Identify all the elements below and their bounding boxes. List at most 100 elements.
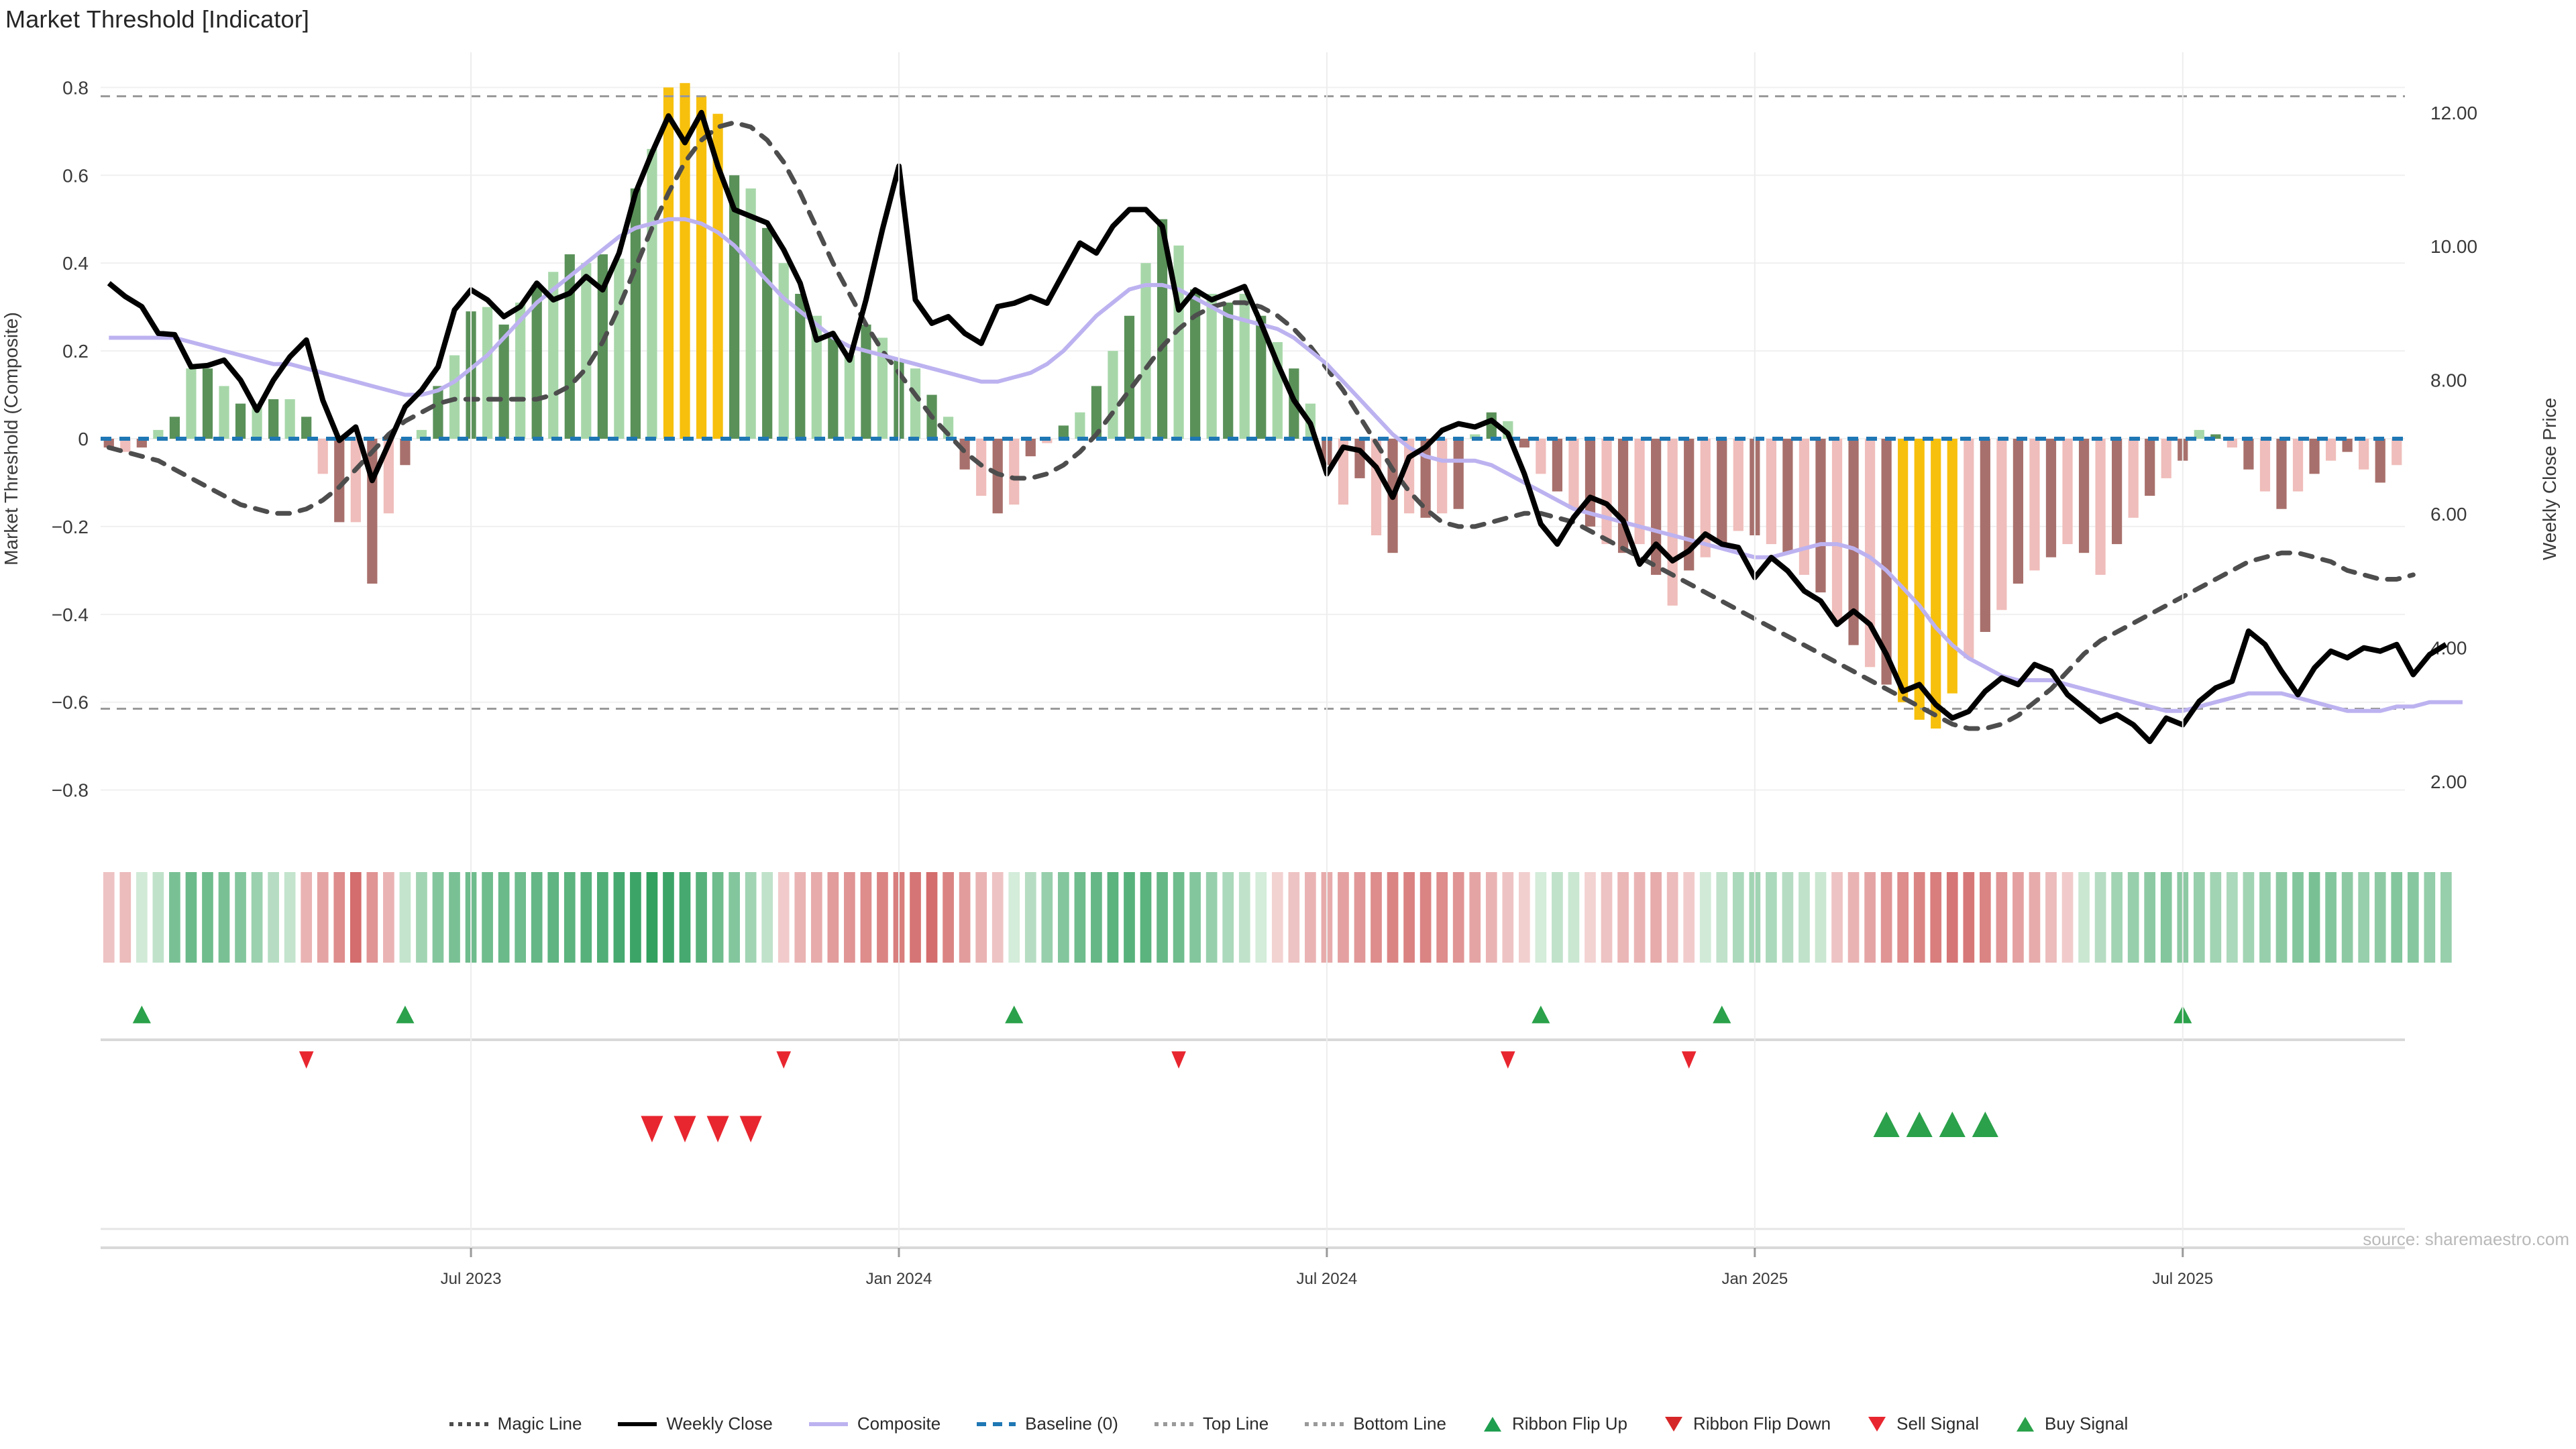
legend-triangle-down-icon bbox=[1866, 1414, 1888, 1434]
legend-item-composite[interactable]: Composite bbox=[808, 1413, 941, 1434]
ribbon-band bbox=[2127, 872, 2139, 963]
histogram-bar bbox=[416, 429, 427, 439]
histogram-bar bbox=[1552, 439, 1563, 492]
ribbon-band bbox=[1305, 872, 1316, 963]
histogram-bar bbox=[103, 439, 114, 448]
histogram-bar bbox=[1782, 439, 1793, 553]
legend-item-bottom-line[interactable]: Bottom Line bbox=[1303, 1413, 1446, 1434]
ribbon-band bbox=[498, 872, 510, 963]
ribbon-flip-down-marker bbox=[299, 1051, 314, 1069]
histogram-bar bbox=[828, 337, 839, 439]
histogram-bar bbox=[811, 315, 822, 439]
y-axis-right-title: Weekly Close Price bbox=[2539, 398, 2560, 560]
ribbon-band bbox=[1107, 872, 1119, 963]
ribbon-band bbox=[1387, 872, 1399, 963]
ribbon-band bbox=[1799, 872, 1810, 963]
histogram-bar bbox=[745, 188, 756, 439]
histogram-bar bbox=[1964, 439, 1974, 659]
y-tick-right: 10.00 bbox=[2430, 236, 2477, 257]
histogram-bar bbox=[1766, 439, 1776, 545]
legend-label: Ribbon Flip Down bbox=[1693, 1413, 1831, 1434]
sell-signal-marker bbox=[739, 1116, 762, 1142]
histogram-bar bbox=[1799, 439, 1810, 575]
legend-label: Baseline (0) bbox=[1025, 1413, 1118, 1434]
y-tick-left: 0.6 bbox=[62, 165, 89, 186]
histogram-bar bbox=[1980, 439, 1990, 632]
histogram-bar bbox=[2161, 439, 2171, 478]
histogram-bar bbox=[2145, 439, 2155, 496]
histogram-bar bbox=[1651, 439, 1662, 575]
histogram-bar bbox=[844, 355, 855, 439]
ribbon-band bbox=[515, 872, 527, 963]
ribbon-band bbox=[1157, 872, 1168, 963]
histogram-bar bbox=[1025, 439, 1036, 457]
ribbon-band bbox=[1847, 872, 1860, 963]
ribbon-band bbox=[449, 872, 460, 963]
histogram-bar bbox=[2029, 439, 2040, 571]
ribbon-band bbox=[1650, 872, 1662, 963]
ribbon-flip-down-marker bbox=[776, 1051, 792, 1069]
histogram-bar bbox=[235, 403, 246, 439]
histogram-bar bbox=[1075, 412, 1085, 439]
histogram-bar bbox=[1140, 263, 1151, 439]
histogram-bar bbox=[696, 96, 707, 439]
histogram-bar bbox=[1864, 439, 1876, 667]
legend-item-top-line[interactable]: Top Line bbox=[1153, 1413, 1269, 1434]
ribbon-band bbox=[1436, 872, 1448, 963]
ribbon-band bbox=[366, 872, 378, 963]
ribbon-band bbox=[646, 872, 658, 963]
legend-item-sell-signal[interactable]: Sell Signal bbox=[1866, 1413, 1979, 1434]
histogram-bar bbox=[630, 188, 641, 439]
histogram-bar bbox=[400, 439, 411, 466]
ribbon-band bbox=[103, 872, 115, 963]
legend-item-baseline-0[interactable]: Baseline (0) bbox=[975, 1413, 1118, 1434]
ribbon-band bbox=[2292, 872, 2304, 963]
ribbon-band bbox=[2358, 872, 2370, 963]
y-tick-left: 0.8 bbox=[62, 77, 89, 98]
histogram-bar bbox=[2325, 439, 2337, 461]
legend-item-magic-line[interactable]: Magic Line bbox=[448, 1413, 582, 1434]
ribbon-band bbox=[910, 872, 921, 963]
ribbon-flip-down-marker bbox=[1501, 1051, 1515, 1069]
ribbon-strip bbox=[103, 872, 2452, 963]
histogram-bar bbox=[169, 417, 180, 439]
ribbon-band bbox=[2012, 872, 2024, 963]
legend-item-ribbon-flip-down[interactable]: Ribbon Flip Down bbox=[1662, 1413, 1831, 1434]
legend-item-ribbon-flip-up[interactable]: Ribbon Flip Up bbox=[1481, 1413, 1627, 1434]
ribbon-band bbox=[1864, 872, 1876, 963]
signal-markers bbox=[132, 1006, 2192, 1142]
ribbon-band bbox=[1140, 872, 1152, 963]
ribbon-band bbox=[794, 872, 806, 963]
ribbon-band bbox=[630, 872, 641, 963]
histogram-bar bbox=[2342, 439, 2353, 452]
ribbon-band bbox=[1815, 872, 1827, 963]
ribbon-band bbox=[712, 872, 724, 963]
ribbon-band bbox=[2094, 872, 2106, 963]
histogram-bar bbox=[1536, 439, 1546, 474]
weekly-close-line-series bbox=[107, 109, 2448, 745]
histogram-bar bbox=[1881, 439, 1892, 685]
ribbon-band bbox=[1666, 872, 1678, 963]
histogram-bar bbox=[1996, 439, 2007, 610]
ribbon-band bbox=[1091, 872, 1102, 963]
ribbon-band bbox=[1732, 872, 1744, 963]
ribbon-band bbox=[2440, 872, 2452, 963]
legend-item-weekly-close[interactable]: Weekly Close bbox=[616, 1413, 773, 1434]
histogram-bar bbox=[350, 439, 361, 523]
histogram-bar bbox=[2012, 439, 2024, 584]
x-axis-ticks: Jul 2023 Jan 2024 Jul 2024 Jan 2025 Jul 2025 bbox=[441, 52, 2213, 1288]
histogram-bar bbox=[2292, 439, 2304, 492]
histogram-bar bbox=[910, 368, 921, 439]
ribbon-band bbox=[284, 872, 296, 963]
histogram-bar bbox=[680, 83, 690, 439]
histogram-bar bbox=[1831, 439, 1843, 623]
ribbon-band bbox=[2391, 872, 2403, 963]
ribbon-band bbox=[1041, 872, 1053, 963]
ribbon-band bbox=[1766, 872, 1777, 963]
legend-item-buy-signal[interactable]: Buy Signal bbox=[2014, 1413, 2128, 1434]
x-tick-label: Jul 2024 bbox=[1297, 1270, 1358, 1288]
ribbon-band bbox=[1568, 872, 1580, 963]
histogram-bar bbox=[2194, 429, 2204, 439]
